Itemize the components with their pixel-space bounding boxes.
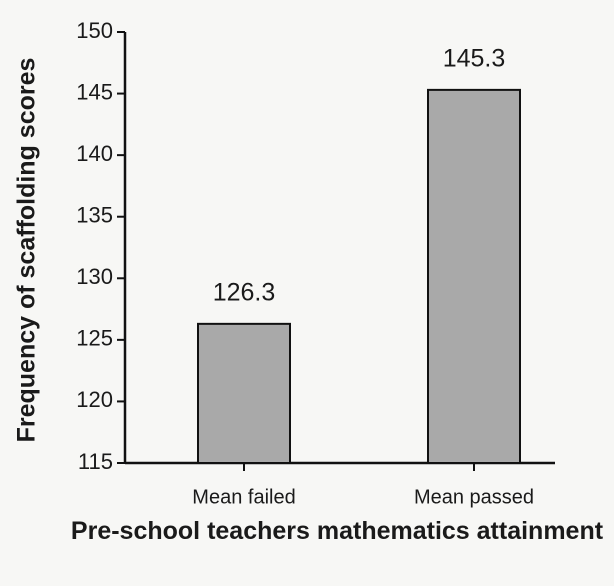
x-axis-label: Pre-school teachers mathematics attainme… <box>70 517 604 545</box>
y-tick-label: 115 <box>78 449 113 474</box>
x-tick-label: Mean passed <box>414 486 534 508</box>
y-axis-label: Frequency of scaffolding scores <box>13 58 41 443</box>
y-tick-label: 130 <box>76 264 113 289</box>
value-label: 126.3 <box>213 278 276 306</box>
y-tick-label: 140 <box>76 141 113 166</box>
y-tick-label: 150 <box>76 18 113 43</box>
y-tick-label: 135 <box>76 203 113 228</box>
bar <box>427 88 521 465</box>
bar <box>197 322 291 464</box>
y-tick-label: 120 <box>76 387 113 412</box>
value-label: 145.3 <box>443 44 506 72</box>
y-tick-label: 145 <box>76 79 113 104</box>
x-tick-label: Mean failed <box>192 486 295 508</box>
y-tick-label: 125 <box>76 326 113 351</box>
